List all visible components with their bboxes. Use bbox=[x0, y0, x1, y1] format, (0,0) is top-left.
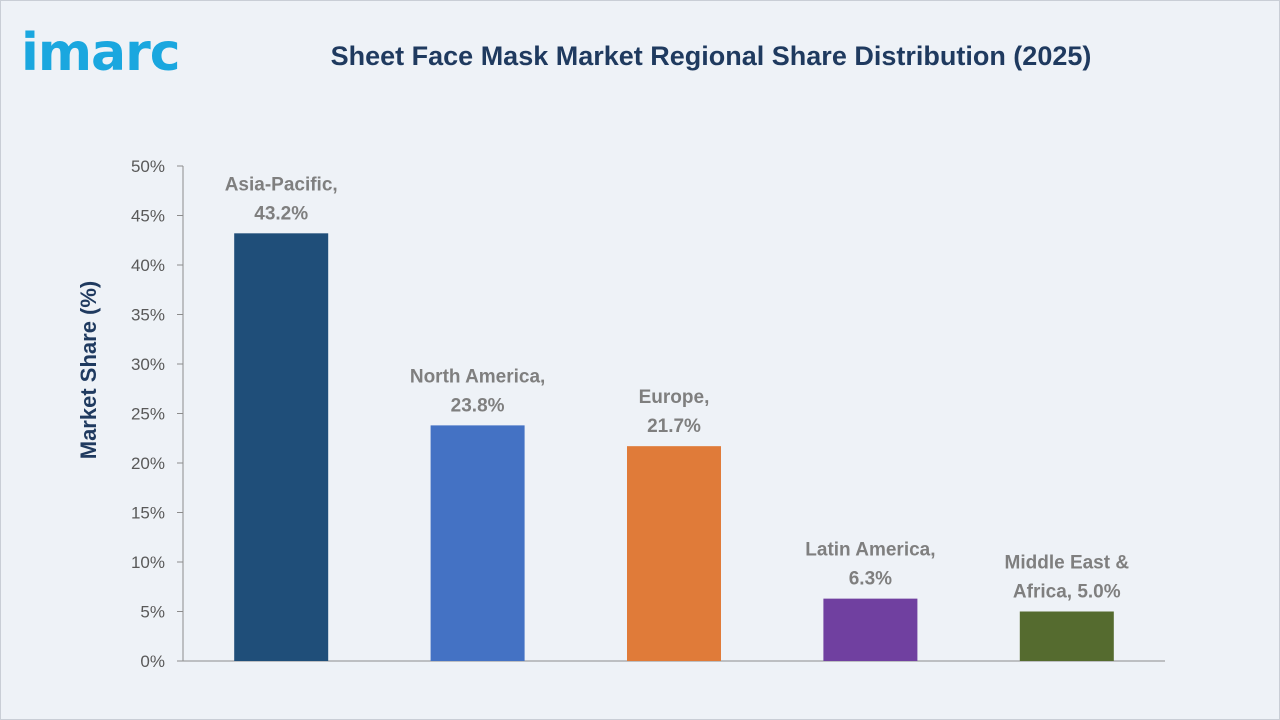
data-label: Europe, bbox=[639, 387, 710, 408]
data-label: Middle East & bbox=[1005, 553, 1130, 574]
data-label: 6.3% bbox=[849, 569, 892, 590]
data-label: Africa, 5.0% bbox=[1013, 582, 1121, 603]
bar bbox=[627, 446, 721, 661]
data-label: 21.7% bbox=[647, 416, 701, 437]
data-label: North America, bbox=[410, 366, 546, 387]
axes: 0% 5% 10% 15% 20% 25% 30% 35% 40% 45% 50% bbox=[131, 157, 1165, 671]
y-tick-label: 0% bbox=[140, 652, 165, 671]
y-tick-label: 30% bbox=[131, 355, 165, 374]
y-tick-label: 15% bbox=[131, 504, 165, 523]
y-tick-label: 20% bbox=[131, 454, 165, 473]
bar bbox=[430, 425, 525, 661]
y-tick-label: 25% bbox=[131, 405, 165, 424]
y-tick-label: 35% bbox=[131, 306, 165, 325]
y-tick-label: 50% bbox=[131, 157, 165, 176]
data-label: 23.8% bbox=[451, 395, 505, 416]
y-tick-label: 40% bbox=[131, 256, 165, 275]
y-axis-title: Market Share (%) bbox=[76, 281, 101, 460]
bars bbox=[234, 233, 1114, 661]
imarc-logo: imarc bbox=[21, 23, 181, 83]
data-label: 43.2% bbox=[254, 203, 308, 224]
data-labels: Asia-Pacific, 43.2% North America, 23.8% Eur… bbox=[225, 174, 1130, 602]
data-label: Asia-Pacific, bbox=[225, 174, 338, 195]
bar bbox=[1019, 611, 1114, 661]
data-label: Latin America, bbox=[805, 540, 935, 561]
y-tick-label: 5% bbox=[140, 603, 165, 622]
bar bbox=[234, 233, 329, 661]
y-tick-label: 45% bbox=[131, 207, 165, 226]
y-tick-label: 10% bbox=[131, 553, 165, 572]
chart-title: Sheet Face Mask Market Regional Share Di… bbox=[330, 41, 1092, 71]
bar bbox=[823, 598, 918, 661]
